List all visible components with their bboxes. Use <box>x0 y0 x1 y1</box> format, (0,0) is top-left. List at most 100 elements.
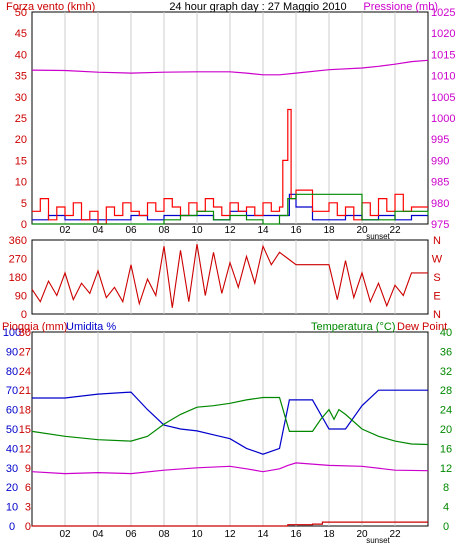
pressure-tick-label: 1000 <box>431 113 455 125</box>
pressure-tick-label: 995 <box>431 134 449 146</box>
temperature-axis-label: Temperatura (°C) <box>311 321 395 333</box>
humidity-tick-label: 10 <box>6 502 18 514</box>
humidity-tick-label: 0 <box>9 521 15 533</box>
direction-tick-label: 90 <box>15 291 27 303</box>
rain-tick-label: 3 <box>25 502 31 514</box>
rain-tick-label: 30 <box>19 327 31 339</box>
humidity-axis-label: Umidita % <box>66 321 116 333</box>
pressure-tick-label: 1010 <box>431 71 455 83</box>
temperature-tick-label: 16 <box>440 443 452 455</box>
wind-axis-label: Forza vento (kmh) <box>6 1 95 13</box>
avg-series-line <box>32 193 429 225</box>
direction-tick-label: 360 <box>9 235 27 247</box>
x-tick-label: 06 <box>125 529 137 540</box>
x-tick-label: 04 <box>92 529 104 540</box>
wind-tick-label: 50 <box>15 7 27 19</box>
humidity-tick-label: 60 <box>6 405 18 417</box>
x-tick-label: 08 <box>158 529 170 540</box>
temperature-tick-label: 24 <box>440 405 452 417</box>
pressure-tick-label: 975 <box>431 219 449 231</box>
rain-tick-label: 12 <box>19 443 31 455</box>
wind-tick-label: 20 <box>15 134 27 146</box>
temperature-tick-label: 40 <box>440 327 452 339</box>
wind-tick-label: 15 <box>15 155 27 167</box>
x-tick-label: 18 <box>323 225 335 236</box>
wind-tick-label: 35 <box>15 71 27 83</box>
temperature-tick-label: 28 <box>440 385 452 397</box>
temperature-tick-label: 12 <box>440 463 452 475</box>
rain-tick-label: 18 <box>19 405 31 417</box>
temperature-tick-label: 32 <box>440 366 452 378</box>
humidity-tick-label: 70 <box>6 385 18 397</box>
x-tick-label: 20 <box>356 529 368 540</box>
direction-tick-label: 180 <box>9 272 27 284</box>
temperature-tick-label: 8 <box>443 482 449 494</box>
wind-tick-label: 45 <box>15 28 27 40</box>
pressure-tick-label: 980 <box>431 198 449 210</box>
x-tick-label: 10 <box>191 529 203 540</box>
x-tick-label: 18 <box>323 529 335 540</box>
chart-title: 24 hour graph day : 27 Maggio 2010 <box>169 1 346 13</box>
dewpoint-series-line <box>31 462 429 475</box>
pressure-series-line <box>31 59 429 76</box>
pressure-tick-label: 1025 <box>431 7 455 19</box>
rain-tick-label: 15 <box>19 424 31 436</box>
pressure-tick-label: 1005 <box>431 92 455 104</box>
temperature-tick-label: 0 <box>443 521 449 533</box>
rain-tick-label: 6 <box>25 482 31 494</box>
rain-tick-label: 21 <box>19 385 31 397</box>
temperature-tick-label: 4 <box>443 502 449 514</box>
humidity-tick-label: 40 <box>6 443 18 455</box>
rain-axis-label: Pioggia (mm) <box>2 321 67 333</box>
gust-series-line <box>32 108 428 225</box>
x-tick-label: 16 <box>290 225 302 236</box>
x-tick-label: 02 <box>59 225 71 236</box>
sunset-label-bottom: sunset <box>366 536 390 545</box>
wind-tick-label: 10 <box>15 177 27 189</box>
rain-tick-label: 27 <box>19 346 31 358</box>
pressure-tick-label: 1015 <box>431 49 455 61</box>
compass-tick-label: E <box>433 291 440 303</box>
direction-tick-label: 270 <box>9 254 27 266</box>
dewpoint-axis-label: Dew Point <box>397 321 447 333</box>
pressure-tick-label: 985 <box>431 177 449 189</box>
x-tick-label: 12 <box>224 225 236 236</box>
x-tick-label: 22 <box>389 529 401 540</box>
wind-tick-label: 25 <box>15 113 27 125</box>
wind-tick-label: 5 <box>21 198 27 210</box>
rain-tick-label: 9 <box>25 463 31 475</box>
direction-series-line <box>31 244 428 308</box>
humidity-tick-label: 80 <box>6 366 18 378</box>
wind-tick-label: 40 <box>15 49 27 61</box>
pressure-axis-label: Pressione (mb) <box>363 1 438 13</box>
humidity-series-line <box>32 389 428 455</box>
wind-tick-label: 30 <box>15 92 27 104</box>
direction-tick-label: 0 <box>21 309 27 321</box>
wind-tick-label: 0 <box>21 219 27 231</box>
x-tick-label: 16 <box>290 529 302 540</box>
rain-series-line <box>32 521 428 527</box>
pressure-tick-label: 990 <box>431 155 449 167</box>
humidity-tick-label: 50 <box>6 424 18 436</box>
humidity-tick-label: 20 <box>6 482 18 494</box>
x-tick-label: 14 <box>257 529 269 540</box>
x-tick-label: 14 <box>257 225 269 236</box>
x-tick-label: 06 <box>125 225 137 236</box>
temperature-tick-label: 20 <box>440 424 452 436</box>
humidity-tick-label: 100 <box>3 327 21 339</box>
pressure-tick-label: 1020 <box>431 28 455 40</box>
x-tick-label: 08 <box>158 225 170 236</box>
temperature-tick-label: 36 <box>440 346 452 358</box>
x-tick-label: 20 <box>356 225 368 236</box>
x-tick-label: 12 <box>224 529 236 540</box>
rain-tick-label: 24 <box>19 366 31 378</box>
humidity-tick-label: 90 <box>6 346 18 358</box>
x-tick-label: 22 <box>389 225 401 236</box>
rain-tick-label: 0 <box>25 521 31 533</box>
compass-tick-label: N <box>433 309 441 321</box>
x-tick-label: 10 <box>191 225 203 236</box>
